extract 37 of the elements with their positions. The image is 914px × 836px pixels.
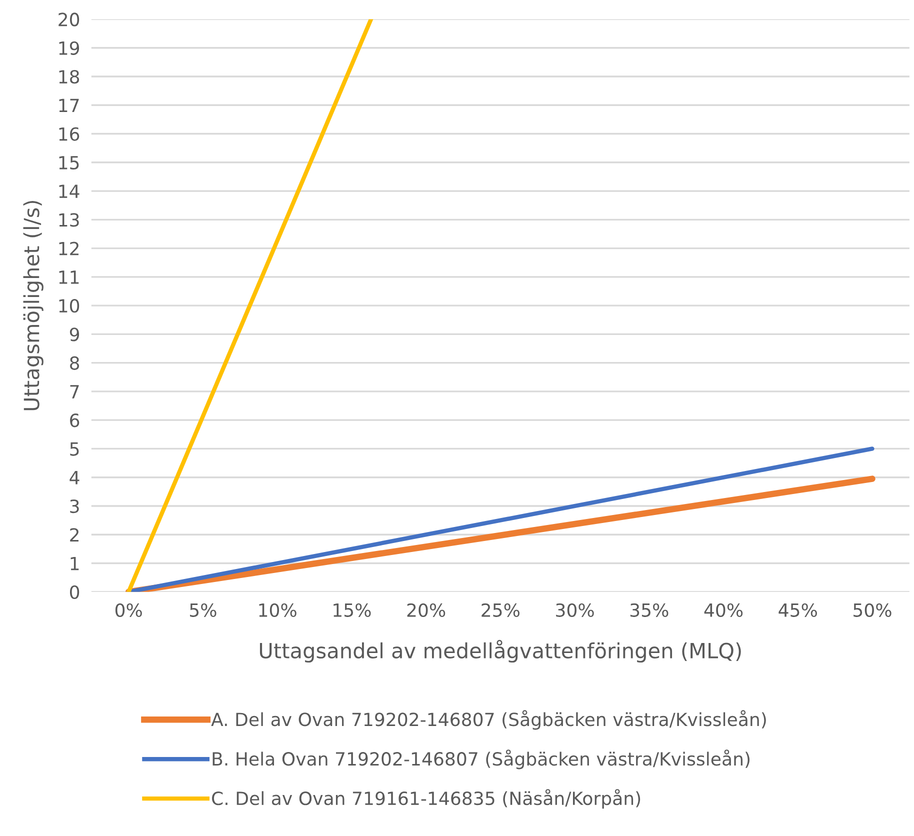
x-tick-label: 5% [190,603,216,617]
y-tick-label: 3 [70,499,79,514]
y-tick-label: 14 [59,184,80,198]
x-tick-label: 45% [778,603,817,617]
y-tick-label: 11 [59,270,79,284]
x-tick-label: 20% [407,603,446,617]
y-tick-label: 0 [70,585,80,600]
y-tick-label: 12 [59,242,78,256]
x-tick-label: 15% [334,603,371,617]
y-tick-label: 1 [70,556,79,570]
y-tick-label: 20 [58,12,80,26]
y-tick-label: 10 [59,299,80,313]
y-tick-label: 5 [70,442,79,456]
legend-label: C. Del av Ovan 719161-146835 (Näsån/Korpån) [212,789,640,809]
x-tick-label: 40% [704,603,743,617]
x-tick-label: 0% [115,603,142,617]
y-tick-label: 19 [59,41,80,55]
x-tick-label: 50% [854,603,892,617]
y-tick-label: 9 [70,328,80,342]
y-tick-label: 18 [59,70,80,84]
legend-label: B. Hela Ovan 719202-146807 (Sågbäcken västra/Kvissleån) [212,750,750,770]
legend-label: A. Del av Ovan 719202-146807 (Sågbäcken västra/Kvissleån) [211,710,766,730]
y-tick-label: 4 [70,471,80,484]
x-tick-label: 35% [630,603,668,617]
y-tick-label: 2 [70,528,78,542]
y-tick-label: 16 [59,127,80,141]
y-tick-label: 13 [59,213,79,227]
y-tick-label: 6 [70,414,80,428]
y-tick-label: 7 [70,385,79,398]
y-tick-label: 8 [70,356,80,370]
y-tick-label: 17 [59,98,79,112]
y-tick-label: 15 [59,156,79,170]
x-tick-label: 25% [482,603,520,617]
x-tick-label: 10% [259,603,296,617]
x-tick-label: 30% [556,603,594,617]
x-axis-title: Uttagsandel av medellågvattenföringen (MLQ) [260,640,741,663]
y-axis-title: Uttagsmöjlighet (l/s) [23,200,44,410]
